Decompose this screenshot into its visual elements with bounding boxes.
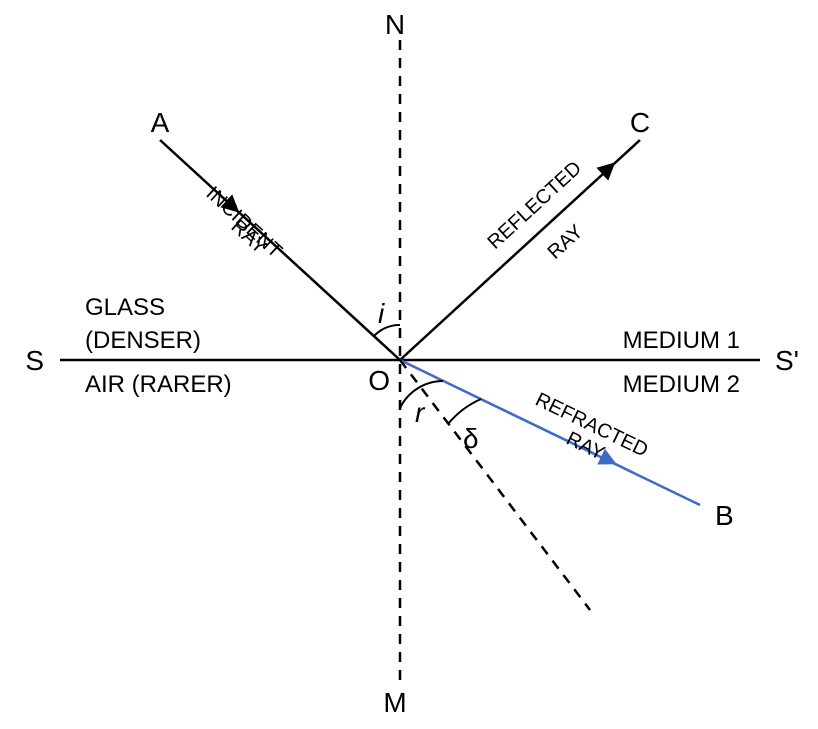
label-medium1: MEDIUM 1 xyxy=(623,327,740,354)
label-angle-i: i xyxy=(378,298,385,329)
label-C: C xyxy=(630,107,650,138)
refracted-arrow xyxy=(607,460,609,461)
label-B: B xyxy=(715,500,734,531)
label-M: M xyxy=(383,687,406,718)
reflected-ray-label-2: RAY xyxy=(544,221,588,264)
label-O: O xyxy=(368,365,390,396)
label-Sprime: S' xyxy=(775,345,799,376)
reflected-ray-line xyxy=(400,140,640,360)
label-S: S xyxy=(25,345,44,376)
label-A: A xyxy=(151,107,170,138)
label-angle-r: r xyxy=(415,397,426,428)
label-angle-delta: δ xyxy=(463,423,479,454)
refraction-diagram: N M S S' A C B O i r δ INCIDENT RAY REFL… xyxy=(0,0,818,729)
angle-delta-arc xyxy=(448,399,481,424)
label-medium2: MEDIUM 2 xyxy=(623,371,740,398)
label-N: N xyxy=(385,9,405,40)
label-denser: (DENSER) xyxy=(85,327,201,354)
label-air-rarer: AIR (RARER) xyxy=(85,371,232,398)
label-glass: GLASS xyxy=(85,294,165,321)
reflected-arrow xyxy=(607,168,608,169)
